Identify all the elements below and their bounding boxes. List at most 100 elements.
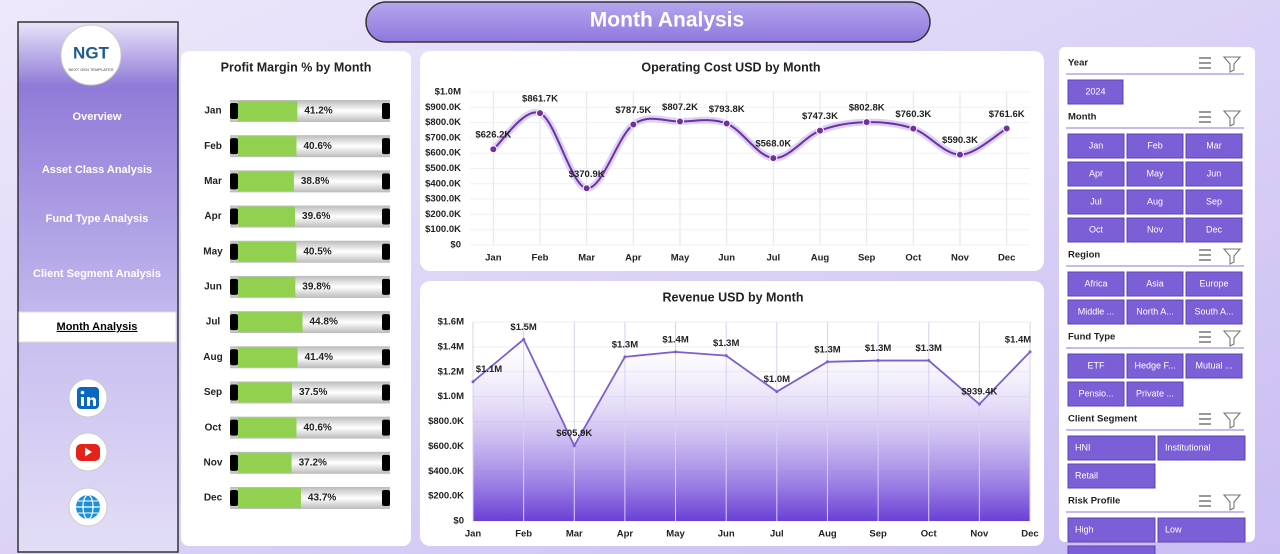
y-tick-label: $1.4M (438, 341, 464, 352)
multi-select-icon[interactable] (1199, 495, 1211, 507)
point (927, 359, 931, 363)
slicer-button[interactable] (1157, 435, 1246, 461)
slicer-button[interactable] (1126, 133, 1184, 159)
x-tick-label: Aug (811, 253, 830, 264)
slicer-item[interactable]: Aug (1147, 196, 1163, 206)
multi-select-icon[interactable] (1199, 111, 1211, 123)
web-icon[interactable] (68, 487, 108, 527)
slicer-button[interactable] (1067, 545, 1156, 554)
linkedin-icon[interactable] (68, 378, 108, 418)
slicer-item[interactable]: High (1075, 524, 1094, 534)
slicer-button[interactable] (1067, 353, 1125, 379)
title-bar (365, 1, 931, 43)
nav-item[interactable]: Client Segment Analysis (33, 268, 161, 280)
multi-select-icon[interactable] (1199, 331, 1211, 343)
slicer-button[interactable] (1185, 189, 1243, 215)
youtube-icon[interactable] (68, 432, 108, 472)
slicer-button[interactable] (1067, 271, 1125, 297)
x-tick-label: Mar (578, 253, 595, 264)
slicer-item[interactable]: ETF (1088, 360, 1106, 370)
slicer-button[interactable] (1157, 517, 1246, 543)
slicer-button[interactable] (1067, 381, 1125, 407)
slicer-button[interactable] (1185, 353, 1243, 379)
multi-select-icon[interactable] (1199, 413, 1211, 425)
slicer-button[interactable] (1126, 161, 1184, 187)
slicer-item[interactable]: Jan (1089, 140, 1104, 150)
y-tick-label: $100.0K (425, 224, 461, 235)
slicer-item[interactable]: Low (1165, 524, 1182, 534)
slicer-item[interactable]: May (1146, 168, 1164, 178)
slicer-item[interactable]: HNI (1075, 442, 1091, 452)
slicer-button[interactable] (1067, 79, 1124, 105)
slicer-item[interactable]: Institutional (1165, 442, 1211, 452)
slicer-item[interactable]: Europe (1199, 278, 1228, 288)
slicer-button[interactable] (1067, 161, 1125, 187)
slicer-button[interactable] (1067, 463, 1156, 489)
slicer-button[interactable] (1067, 133, 1125, 159)
multi-select-icon[interactable] (1199, 57, 1211, 69)
nav-item[interactable]: Month Analysis (57, 321, 138, 333)
nav-item[interactable]: Fund Type Analysis (46, 213, 149, 225)
slicer-item[interactable]: Jun (1207, 168, 1222, 178)
slicer-item[interactable]: 2024 (1085, 86, 1105, 96)
clear-filter-icon[interactable] (1222, 248, 1242, 265)
slicer-item[interactable]: Apr (1089, 168, 1103, 178)
point (522, 337, 526, 341)
nav-item[interactable]: Overview (73, 111, 122, 123)
slicer-item[interactable]: Africa (1084, 278, 1107, 288)
y-tick-label: $700.0K (425, 132, 461, 143)
slicer-button[interactable] (1126, 217, 1184, 243)
slicer-item[interactable]: Retail (1075, 470, 1098, 480)
multi-select-icon[interactable] (1199, 249, 1211, 261)
slicer-item[interactable]: Nov (1147, 224, 1164, 234)
slicer-button[interactable] (1185, 271, 1243, 297)
point (1028, 350, 1032, 354)
slicer-item[interactable]: Oct (1089, 224, 1104, 234)
slicer-item[interactable]: Private ... (1136, 388, 1174, 398)
clear-filter-icon[interactable] (1222, 330, 1242, 347)
clear-filter-icon[interactable] (1222, 494, 1242, 511)
data-label: $1.3M (865, 343, 891, 354)
slicer-button[interactable] (1126, 381, 1184, 407)
data-label: 40.6% (303, 422, 331, 433)
slicer-item[interactable]: Pensio... (1078, 388, 1113, 398)
slicer-item[interactable]: North A... (1136, 306, 1174, 316)
x-tick-label: May (666, 529, 685, 540)
area (473, 339, 1030, 521)
clear-filter-icon[interactable] (1222, 412, 1242, 429)
slicer-item[interactable]: Dec (1206, 224, 1223, 234)
bar-cap (382, 243, 390, 260)
slicer-button[interactable] (1126, 299, 1184, 325)
slicer-button[interactable] (1126, 353, 1184, 379)
slicer-button[interactable] (1067, 299, 1125, 325)
slicer-item[interactable]: Mar (1206, 140, 1222, 150)
slicer-item[interactable]: Asia (1146, 278, 1164, 288)
clear-filter-icon[interactable] (1222, 110, 1242, 127)
slicer-button[interactable] (1067, 517, 1156, 543)
nav-item[interactable]: Asset Class Analysis (42, 164, 152, 176)
slicer-button[interactable] (1067, 217, 1125, 243)
slicer-item[interactable]: Middle ... (1078, 306, 1115, 316)
slicer-button[interactable] (1185, 217, 1243, 243)
slicer-button[interactable] (1067, 435, 1156, 461)
slicer-item[interactable]: Sep (1206, 196, 1222, 206)
slicer-item[interactable]: Mutual ... (1195, 360, 1232, 370)
slicer-button[interactable] (1185, 299, 1243, 325)
slicer-item[interactable]: Feb (1147, 140, 1163, 150)
slicer-item[interactable]: South A... (1194, 306, 1233, 316)
slicer-button[interactable] (1126, 271, 1184, 297)
slicer-item[interactable]: Hedge F... (1134, 360, 1175, 370)
data-label: 40.5% (303, 246, 331, 257)
data-label: $370.9K (569, 169, 605, 180)
bar-cap (382, 173, 390, 190)
data-label: 39.6% (302, 211, 330, 222)
slicer-item[interactable]: Jul (1090, 196, 1102, 206)
slicer-button[interactable] (1185, 161, 1243, 187)
data-label: $861.7K (522, 94, 558, 105)
slicer-button[interactable] (1185, 133, 1243, 159)
point (623, 355, 627, 359)
slicer-item[interactable]: Medium (1075, 552, 1107, 554)
clear-filter-icon[interactable] (1222, 56, 1242, 73)
slicer-button[interactable] (1067, 189, 1125, 215)
slicer-button[interactable] (1126, 189, 1184, 215)
